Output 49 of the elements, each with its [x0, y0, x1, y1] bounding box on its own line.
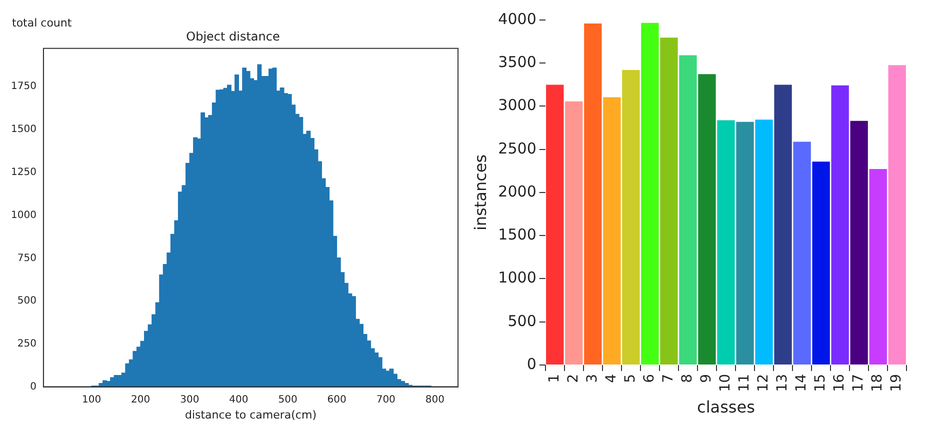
y-tick-label: 3500	[498, 53, 536, 72]
x-tick-label: 10	[718, 374, 734, 392]
y-tick-label: 250	[17, 338, 36, 350]
y-tick-label: 1250	[10, 167, 36, 178]
y-tick-label: 0	[526, 354, 536, 373]
x-tick-label: 3	[584, 374, 601, 383]
x-tick-label: 15	[812, 374, 829, 392]
y-tick-label: 1500	[10, 124, 36, 136]
x-tick-label: 18	[870, 374, 886, 392]
x-tick-label: 4	[604, 374, 620, 383]
x-tick-label: 1	[546, 374, 563, 383]
x-tick-label: 800	[425, 394, 444, 406]
y-tick-label: 3000	[498, 96, 536, 114]
y-tick-label: 1000	[498, 268, 536, 287]
y-tick-label: 1750	[10, 81, 36, 92]
y-tick-label: 1000	[10, 210, 36, 221]
x-tick-label: 200	[131, 394, 150, 406]
x-tick-label: 7	[660, 374, 677, 383]
chart-title: Object distance	[186, 29, 280, 44]
y-tick-label: 500	[17, 296, 36, 307]
y-tick-label: 2000	[498, 182, 536, 200]
x-tick-label: 5	[622, 374, 639, 383]
x-tick-label: 13	[774, 374, 791, 392]
y-tick-label: 1500	[498, 226, 536, 244]
x-axis-title: classes	[697, 398, 755, 417]
x-tick-label: 8	[680, 374, 696, 383]
x-tick-label: 9	[698, 374, 715, 383]
x-tick-label: 14	[794, 374, 810, 392]
x-tick-label: 700	[376, 394, 396, 406]
x-tick-label: 2	[566, 374, 582, 383]
x-tick-label: 12	[756, 374, 772, 392]
y-tick-label: 500	[508, 312, 536, 330]
y-tick-label: 2500	[498, 139, 536, 158]
x-tick-label: 16	[832, 374, 848, 392]
x-tick-label: 6	[642, 374, 658, 383]
y-axis-title: instances	[470, 154, 490, 231]
x-tick-label: 19	[888, 374, 905, 392]
x-tick-label: 400	[229, 394, 248, 406]
y-tick-label: 4000	[498, 10, 536, 28]
x-tick-label: 100	[82, 394, 102, 406]
y-tick-label: 0	[30, 381, 36, 392]
x-tick-label: 17	[850, 374, 867, 392]
x-tick-label: 500	[278, 394, 298, 406]
y-tick-label: 750	[17, 252, 36, 264]
x-axis-title: distance to camera(cm)	[184, 408, 316, 422]
x-tick-label: 11	[736, 374, 753, 392]
y-axis-title: total count	[12, 16, 72, 30]
x-tick-label: 600	[327, 394, 346, 406]
x-tick-label: 300	[180, 394, 200, 406]
